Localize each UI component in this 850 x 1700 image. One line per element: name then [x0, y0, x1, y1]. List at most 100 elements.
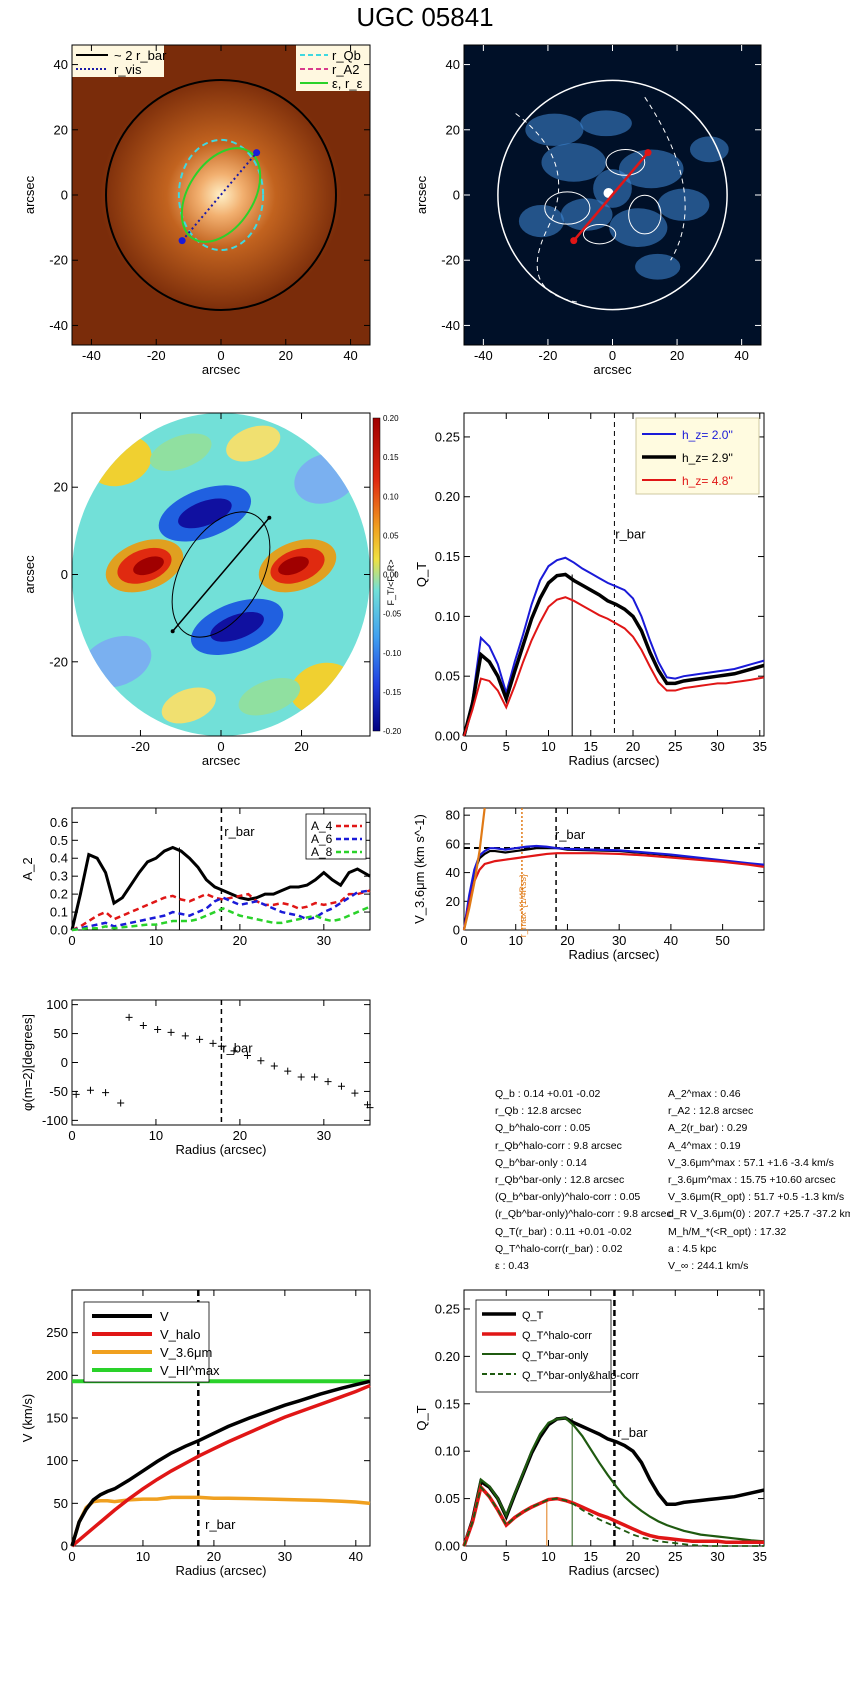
phase-point [196, 1035, 204, 1043]
y-tick-label: 0.10 [435, 1444, 460, 1459]
x-tick-label: 10 [508, 933, 522, 948]
contour [605, 148, 646, 176]
parameter-row: r_3.6μm^max : 15.75 +10.60 arcsec [668, 1174, 836, 1187]
x-tick-label: 0 [609, 348, 616, 363]
x-tick-label: 20 [294, 739, 308, 754]
y-tick-label: 40 [446, 57, 460, 72]
page-title: UGC 05841 [356, 2, 494, 32]
y-tick-label: 0 [61, 1539, 68, 1554]
x-tick-label: 20 [626, 739, 640, 754]
x-axis-label: Radius (arcsec) [568, 1563, 659, 1578]
y-tick-label: 50 [54, 1026, 68, 1041]
x-tick-label: 20 [279, 348, 293, 363]
parameter-row: V_∞ : 244.1 km/s [668, 1260, 749, 1273]
phase-point [86, 1086, 94, 1094]
dashed-contour [515, 113, 581, 304]
x-tick-label: 20 [233, 1128, 247, 1143]
x-tick-label: -40 [474, 348, 493, 363]
series-line [70, 1383, 371, 1548]
x-tick-label: 10 [149, 933, 163, 948]
x-tick-label: 30 [612, 933, 626, 948]
y-tick-label: 0 [453, 188, 460, 203]
parameters-left: Q_b : 0.14 +0.01 -0.02 r_Qb : 12.8 arcsec… [495, 1086, 672, 1275]
legend-label: Q_T^bar-only&halo-corr [522, 1370, 639, 1382]
qb-ellipse [177, 138, 265, 252]
map-blob [161, 687, 216, 724]
y-axis-label: Q_T [414, 562, 429, 587]
y-tick-label: 0.1 [50, 905, 68, 920]
phase-point [297, 1073, 305, 1081]
parameter-row: M_h/M_*(<R_opt) : 17.32 [668, 1225, 787, 1238]
y-tick-label: 20 [446, 122, 460, 137]
colorbar [372, 417, 381, 732]
phase-point [217, 1042, 225, 1050]
y-tick-label: 0 [453, 923, 460, 938]
series-line [462, 1416, 765, 1547]
bar-end-dot [267, 515, 272, 520]
series-line [463, 596, 765, 737]
x-tick-label: 40 [734, 348, 748, 363]
phase-point [324, 1078, 332, 1086]
series-line [70, 1379, 371, 1547]
x-tick-label: 5 [503, 739, 510, 754]
rmax-label: r_max^{1/4Rss} [518, 874, 528, 937]
bar-end-dot [170, 629, 175, 634]
y-tick-label: 0.25 [435, 429, 460, 444]
colorbar-tick-label: 0.10 [383, 492, 399, 501]
x-tick-label: 10 [541, 739, 555, 754]
y-axis-label: V_3.6μm (km s^-1) [412, 814, 427, 924]
y-tick-label: 0.05 [435, 1491, 460, 1506]
y-tick-label: 0 [61, 567, 68, 582]
series-line [70, 1495, 371, 1547]
y-axis-label: V (km/s) [20, 1394, 35, 1442]
series-line [462, 852, 765, 931]
dashed-contour [644, 96, 686, 261]
panel-p6: 0 10 20 30 40 50 0 20 40 60 80 Radius (arcsec) V_3.6… [412, 807, 765, 962]
phase-point [167, 1028, 175, 1036]
parameter-row: A_4^max : 0.19 [668, 1139, 741, 1152]
y-tick-label: -40 [49, 318, 68, 333]
y-tick-label: 0.00 [435, 1539, 460, 1554]
x-tick-label: 30 [710, 739, 724, 754]
x-tick-label: 0 [460, 739, 467, 754]
y-tick-label: 60 [446, 836, 460, 851]
colorbar-label: F_T/<F_R> [386, 559, 396, 605]
residual-blob [657, 188, 710, 221]
x-tick-label: 10 [149, 1128, 163, 1143]
parameter-row: a : 4.5 kpc [668, 1242, 717, 1255]
x-tick-label: 10 [136, 1549, 150, 1564]
contour [582, 223, 617, 245]
phase-point [117, 1099, 125, 1107]
contour [544, 191, 591, 225]
residual-blob [689, 136, 729, 163]
y-tick-label: -20 [441, 253, 460, 268]
y-tick-label: 150 [46, 1411, 68, 1426]
parameter-row: r_A2 : 12.8 arcsec [668, 1105, 754, 1118]
x-tick-label: 40 [349, 1549, 363, 1564]
phase-point [337, 1082, 345, 1090]
map-blob [238, 677, 301, 716]
phase-point [125, 1013, 133, 1021]
colorbar-tick-label: 0.20 [383, 414, 399, 423]
phase-point [351, 1089, 359, 1097]
bar-end-dot [178, 237, 186, 245]
map-layer [72, 413, 370, 736]
y-tick-label: 0.20 [435, 489, 460, 504]
parameter-row: r_Qb^halo-corr : 9.8 arcsec [495, 1139, 622, 1152]
x-tick-label: 15 [584, 1549, 598, 1564]
colorbar-tick-label: 0.05 [383, 531, 399, 540]
residual-blob [609, 208, 668, 247]
x-tick-label: -40 [82, 348, 101, 363]
series-line [71, 889, 371, 932]
x-tick-label: 0 [68, 1128, 75, 1143]
y-tick-label: 0.15 [435, 549, 460, 564]
contour [628, 194, 662, 235]
colorbar-tick-label: -0.15 [383, 688, 402, 697]
map-blob [149, 433, 212, 472]
x-tick-label: 0 [217, 348, 224, 363]
legend-label: ~ 2 r_bar [114, 48, 167, 63]
x-tick-label: 0 [460, 1549, 467, 1564]
phase-point [257, 1057, 265, 1065]
